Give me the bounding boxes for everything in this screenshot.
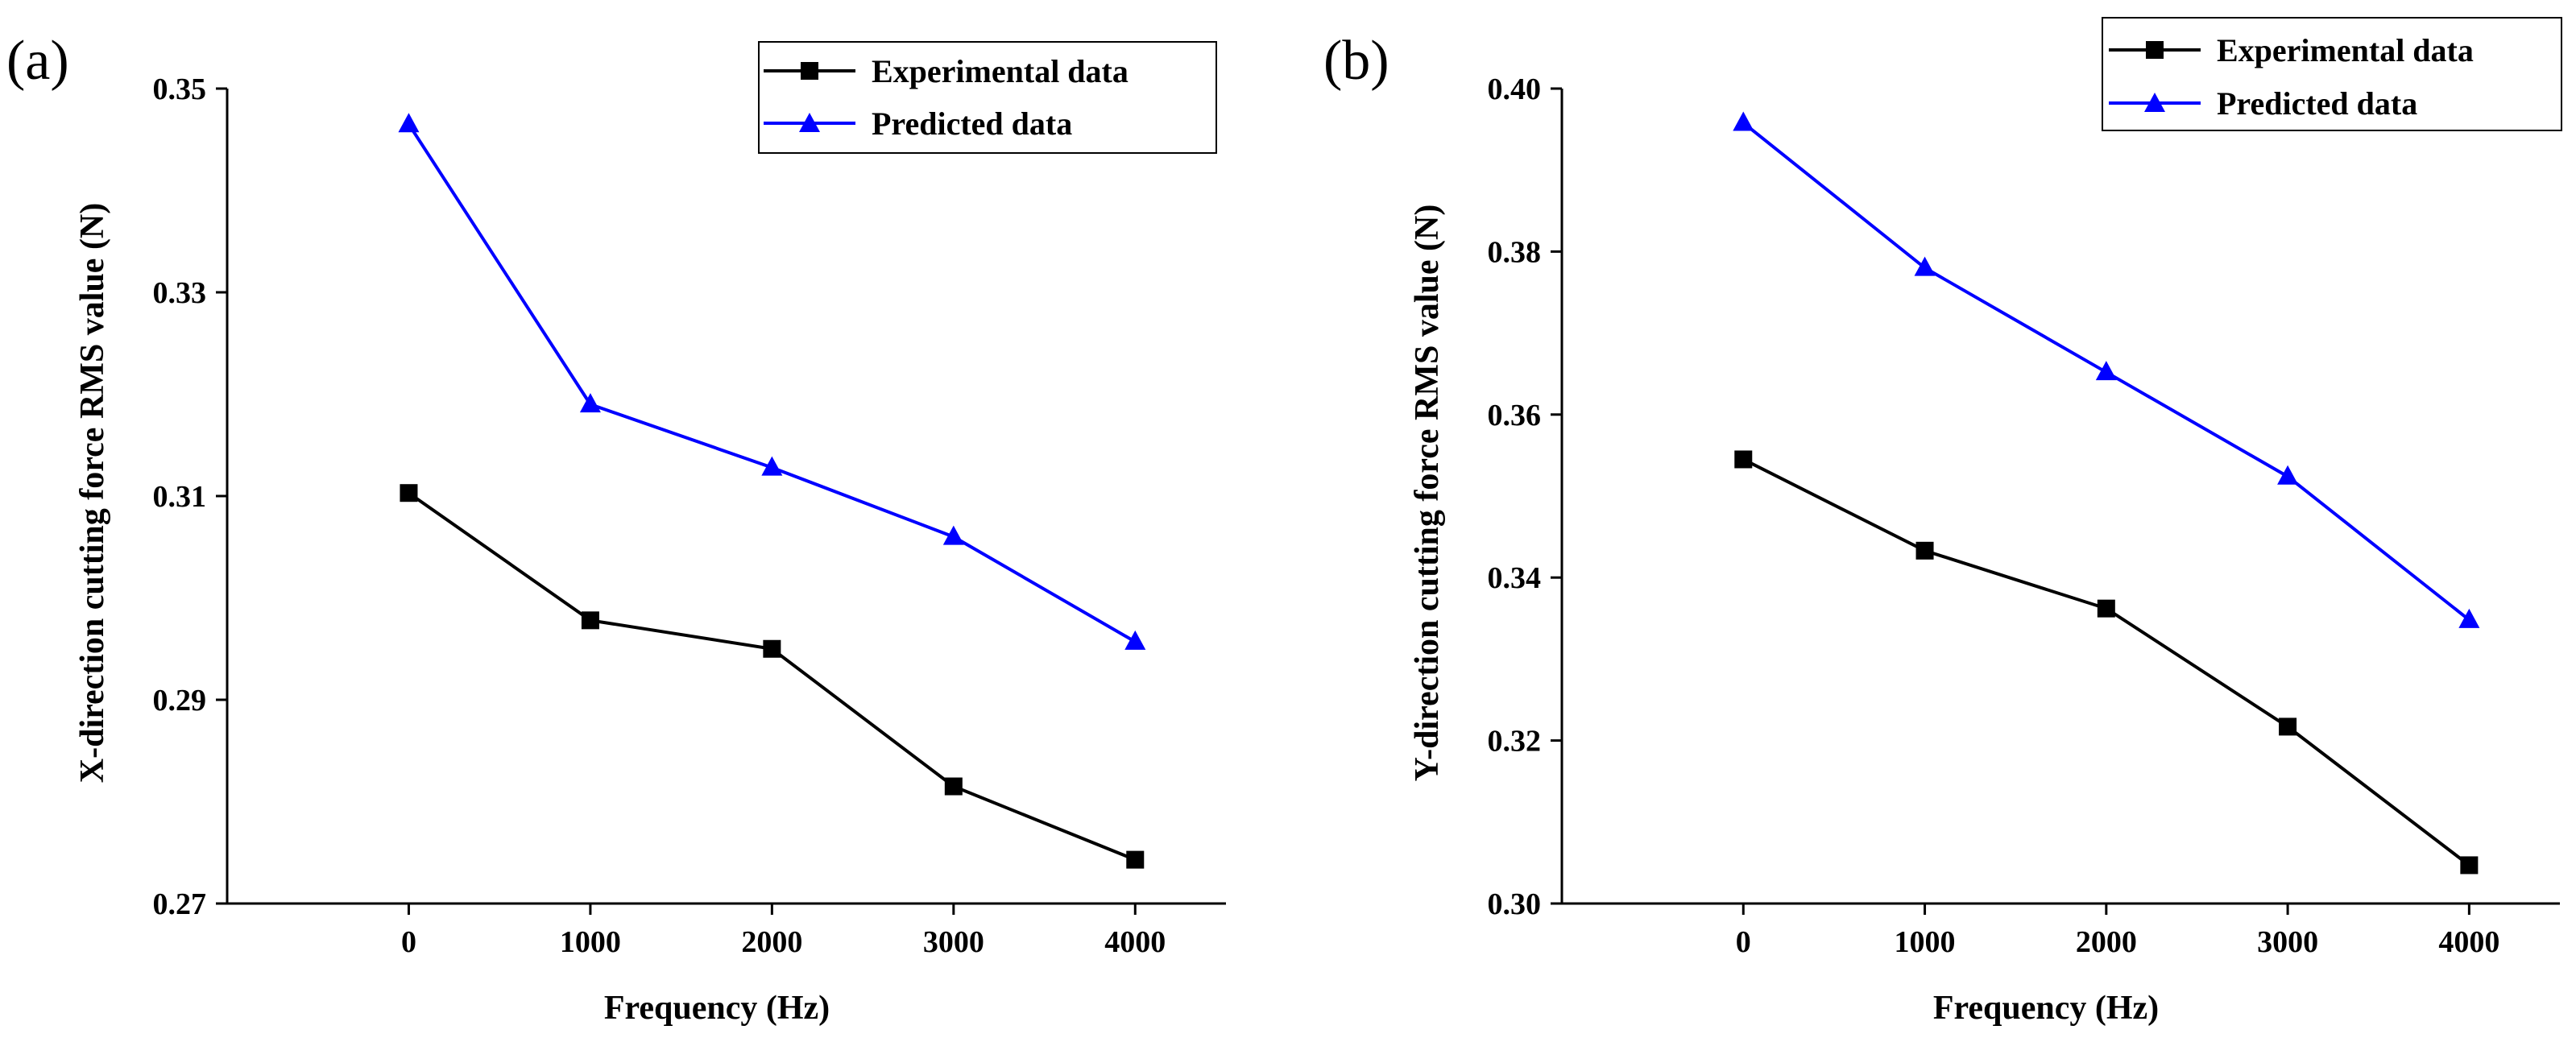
data-point-predicted-data — [2277, 465, 2299, 485]
legend-label-predicted: Predicted data — [872, 105, 1072, 142]
legend-label-experimental: Experimental data — [2217, 32, 2474, 68]
panel-label: (b) — [1323, 30, 1389, 92]
data-point-predicted-data — [761, 456, 783, 476]
data-point-experimental-data — [2097, 599, 2115, 618]
legend: Experimental data Predicted data — [758, 41, 1217, 154]
legend: Experimental data Predicted data — [2102, 17, 2562, 131]
chart-panel-b: (b) 0.30 0.32 0.34 0.36 0.38 0.40 0 1000 2000 300… — [1323, 17, 2562, 1027]
data-point-predicted-data — [2095, 361, 2117, 381]
data-point-predicted-data — [1124, 630, 1146, 650]
y-tick-label: 0.27 — [153, 887, 207, 921]
y-tick-label: 0.38 — [1488, 235, 1542, 269]
y-axis-title: X-direction cutting force RMS value (N) — [74, 203, 111, 783]
y-tick-label: 0.33 — [153, 276, 207, 310]
x-tick-label: 4000 — [1104, 925, 1166, 959]
data-point-predicted-data — [942, 525, 964, 545]
x-tick-label: 1000 — [1895, 925, 1956, 959]
x-tick-label: 3000 — [2257, 925, 2318, 959]
data-point-predicted-data — [398, 113, 420, 133]
x-tick-label: 2000 — [2076, 925, 2137, 959]
data-point-predicted-data — [1914, 256, 1936, 276]
y-axis-title: Y-direction cutting force RMS value (N) — [1409, 205, 1446, 782]
chart-panel-a: (a) 0.27 0.29 0.31 0.33 0.35 0 1000 2000 3000 400… — [6, 30, 1226, 1027]
legend-label-experimental: Experimental data — [872, 53, 1129, 89]
x-axis-title: Frequency (Hz) — [604, 990, 830, 1027]
legend-box — [2102, 17, 2562, 131]
x-tick-label: 0 — [1736, 925, 1751, 959]
y-tick-label: 0.36 — [1488, 399, 1542, 432]
y-tick-label: 0.31 — [153, 480, 207, 514]
data-point-experimental-data — [400, 484, 418, 502]
axes: 0.30 0.32 0.34 0.36 0.38 0.40 0 1000 2000 3000 400… — [1488, 72, 2560, 959]
y-tick-label: 0.29 — [153, 684, 207, 718]
legend-marker-predicted — [799, 113, 820, 132]
legend-box — [758, 41, 1217, 154]
x-tick-label: 1000 — [560, 925, 621, 959]
y-tick-label: 0.40 — [1488, 72, 1542, 106]
y-tick-label: 0.34 — [1488, 561, 1542, 595]
x-tick-label: 3000 — [923, 925, 984, 959]
data-point-experimental-data — [1126, 850, 1145, 869]
data-point-experimental-data — [763, 639, 781, 658]
x-tick-label: 4000 — [2438, 925, 2499, 959]
data-point-experimental-data — [2279, 718, 2297, 736]
data-point-predicted-data — [579, 393, 601, 413]
data-point-experimental-data — [944, 777, 963, 796]
data-point-experimental-data — [2460, 856, 2479, 875]
x-tick-label: 2000 — [741, 925, 802, 959]
series-line-experimental-data — [408, 491, 1137, 862]
y-tick-label: 0.32 — [1488, 725, 1542, 759]
legend-marker-experimental — [2146, 41, 2164, 59]
x-tick-label: 0 — [401, 925, 416, 959]
y-tick-label: 0.35 — [153, 72, 207, 106]
plot-marks — [398, 113, 1146, 869]
x-axis-title: Frequency (Hz) — [1933, 990, 2159, 1027]
legend-label-predicted: Predicted data — [2217, 85, 2417, 122]
panel-label: (a) — [6, 30, 69, 92]
data-point-experimental-data — [1915, 541, 1934, 560]
data-point-predicted-data — [1733, 111, 1754, 131]
axes: 0.27 0.29 0.31 0.33 0.35 0 1000 2000 3000 4000 — [153, 72, 1226, 959]
legend-marker-experimental — [801, 62, 818, 80]
data-point-experimental-data — [581, 611, 599, 630]
series-line-experimental-data — [1742, 457, 2470, 867]
plot-marks — [1733, 111, 2480, 875]
y-tick-label: 0.30 — [1488, 887, 1542, 921]
series-line-predicted-data — [407, 123, 1137, 643]
data-point-experimental-data — [1734, 450, 1753, 469]
legend-marker-predicted — [2144, 93, 2165, 112]
data-point-predicted-data — [2458, 608, 2480, 628]
